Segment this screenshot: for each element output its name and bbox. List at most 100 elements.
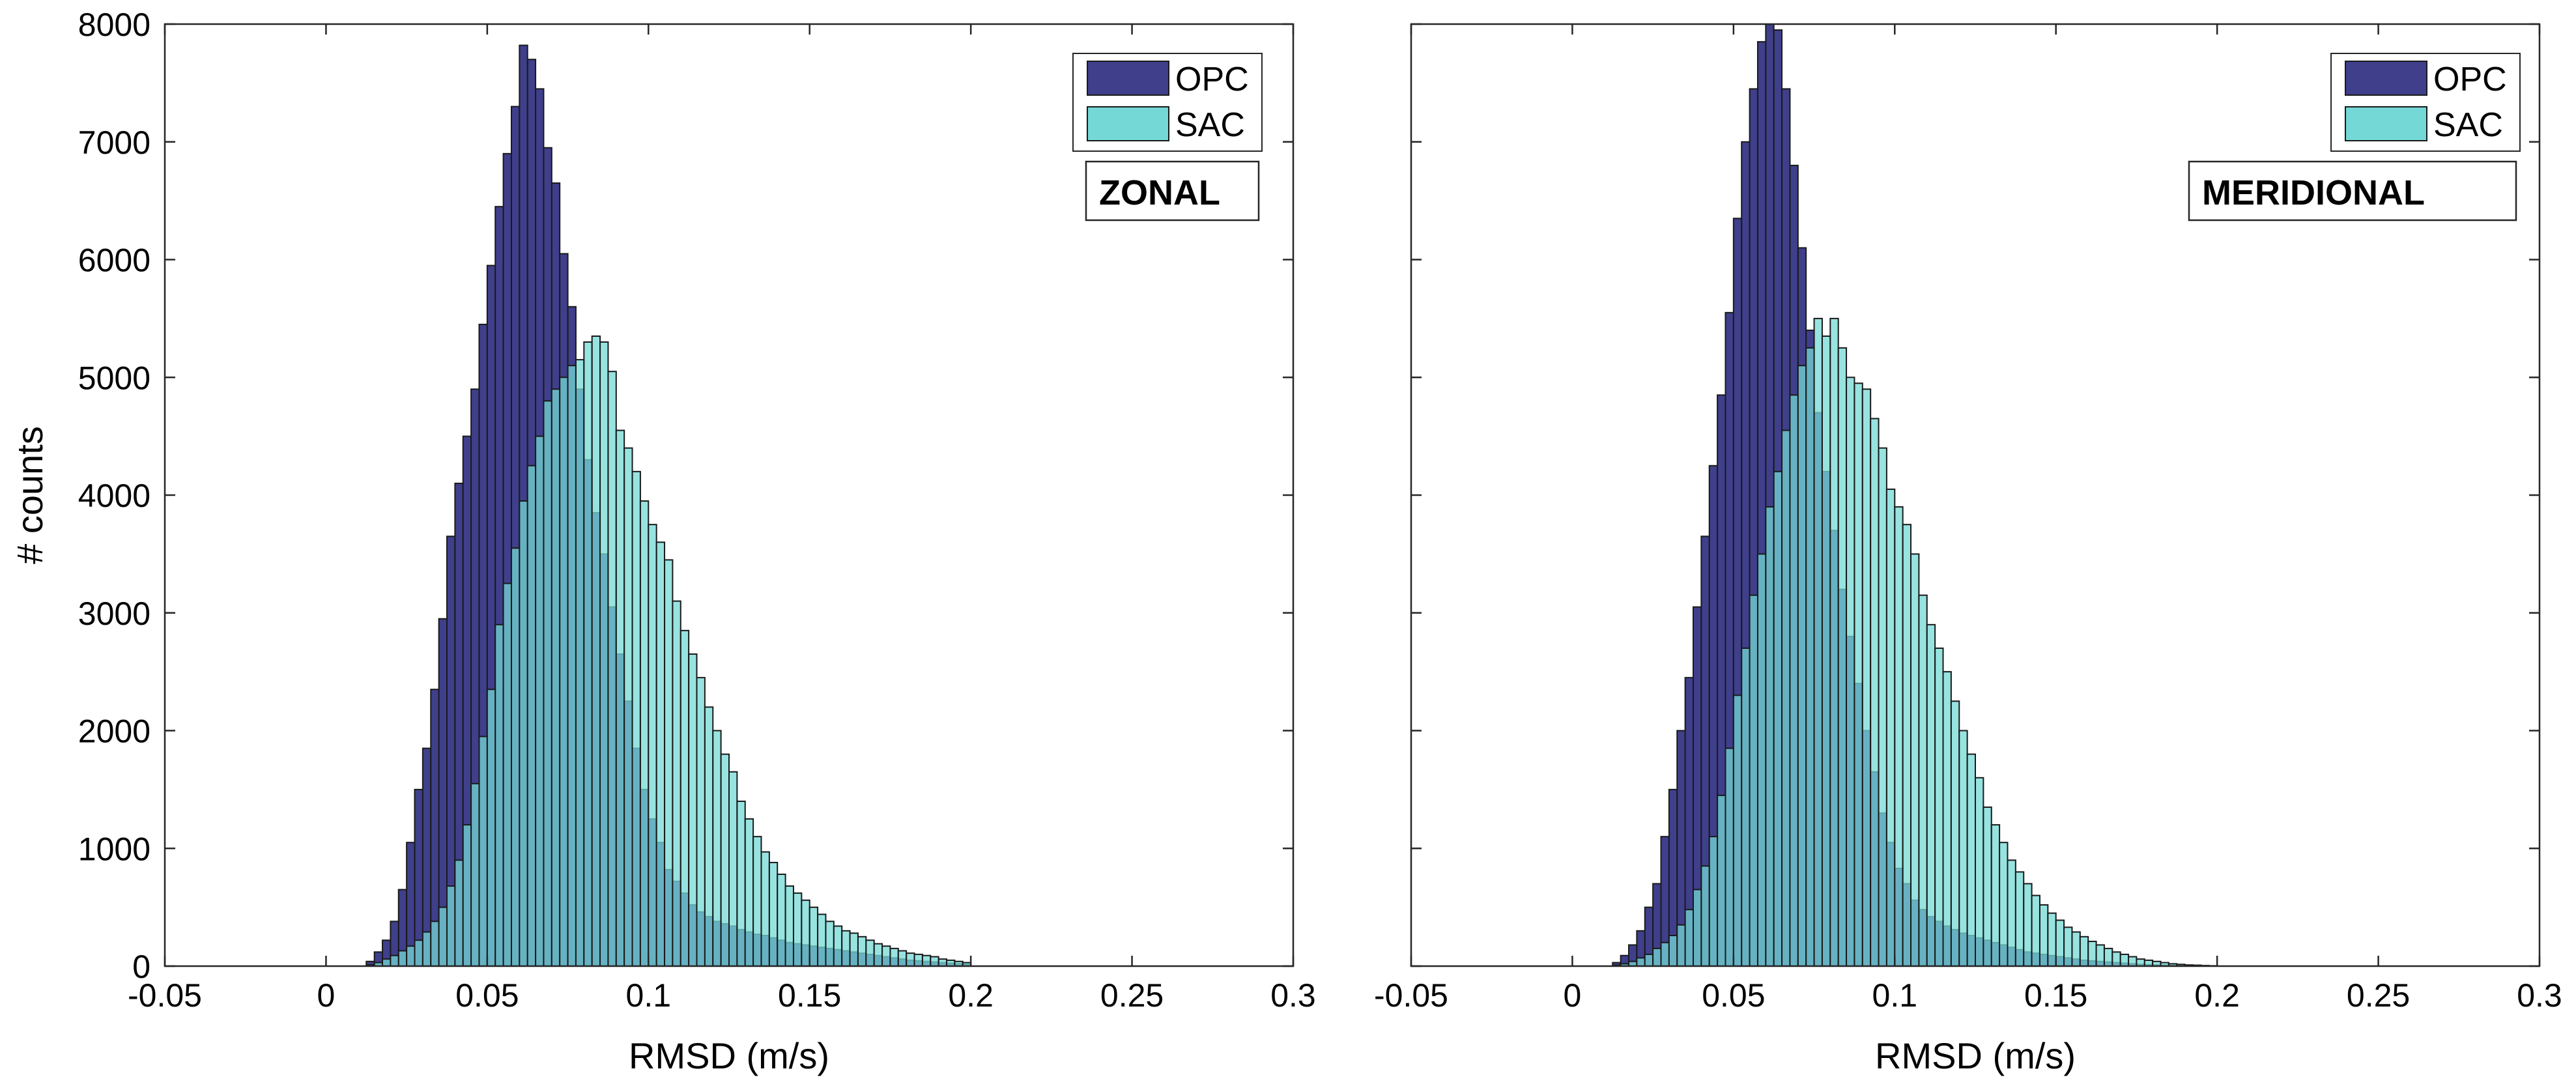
chart-panel-1 [164,23,1295,967]
bar-sac [543,400,552,967]
bar-sac [567,365,577,967]
y-tick-label: 2000 [78,713,150,750]
bar-sac [648,524,657,967]
bar-sac [744,818,754,967]
bar-sac [841,930,851,967]
bar-sac [551,388,561,967]
bar-sac [2095,944,2105,967]
x-tick-label: 0.05 [1702,977,1765,1014]
bar-sac [591,335,601,967]
x-tick-label: 0.25 [1100,977,1164,1014]
bar-sac [1982,806,1992,967]
bar-sac [833,925,843,967]
series-sac [1612,317,2218,967]
bar-sac [777,874,786,967]
bar-sac [704,706,714,967]
series-sac [365,335,972,967]
bar-sac [1894,506,1904,967]
legend-swatch-sac [2345,106,2427,141]
bar-sac [906,952,915,967]
annotation-box [1085,160,1260,221]
bar-sac [1829,317,1839,967]
bar-sac [2143,959,2154,967]
x-tick-label: 0.3 [1270,977,1316,1014]
chart-panel-2 [1410,23,2541,967]
bar-sac [2007,859,2016,967]
bar-sac [1910,553,1920,967]
bar-sac [1950,700,1960,967]
bar-sac [599,341,609,967]
bar-sac [631,470,641,967]
bar-sac [752,836,762,967]
legend-swatch-opc [1087,61,1169,96]
legend-label-opc: OPC [2433,61,2507,98]
legend-label-opc: OPC [1175,61,1249,98]
x-tick-label: 0.2 [2194,977,2240,1014]
bar-sac [1999,842,2009,967]
bar-sac [1668,935,1678,967]
bar-sac [2031,894,2040,967]
bar-sac [1990,824,2001,967]
bar-sac [2128,956,2138,967]
bar-sac [1918,594,1928,967]
bar-sac [1966,753,1976,967]
bar-sac [2055,919,2065,967]
bar-sac [390,954,399,967]
bar-sac [881,945,891,967]
x-tick-label: 0.15 [778,977,841,1014]
bar-sac [486,689,496,967]
bar-sac [2087,941,2097,967]
annotation-box [2188,160,2517,221]
bar-sac [1700,865,1710,967]
bar-sac [809,906,819,967]
bar-sac [696,677,706,967]
bar-sac [494,623,504,967]
bar-sac [519,500,528,967]
bar-sac [1878,447,1887,967]
y-tick-label: 1000 [78,831,150,867]
bar-sac [688,653,698,967]
bar-sac [382,958,392,967]
bar-sac [1652,947,1662,967]
bar-sac [1708,836,1719,967]
legend-label-sac: SAC [2433,106,2503,144]
bar-sac [502,582,512,967]
bar-sac [1926,623,1936,967]
bar-sac [2111,951,2121,967]
x-tick-label: 0.1 [626,977,672,1014]
x-tick-label: 0.2 [948,977,994,1014]
bar-sac [1765,506,1775,967]
bar-sac [1861,388,1872,967]
bar-sac [937,958,948,967]
bar-sac [1660,941,1670,967]
bar-sac [575,359,585,967]
bar-sac [446,885,456,967]
x-tick-label: 0.25 [2347,977,2410,1014]
bar-sac [930,956,939,967]
bar-sac [1837,347,1848,967]
bar-sac [422,931,432,967]
bar-sac [535,435,545,967]
bar-sac [414,939,423,967]
x-tick-label: 0.05 [455,977,519,1014]
bar-sac [2103,947,2113,967]
bar-sac [1693,889,1702,967]
bar-sac [1789,394,1799,967]
bar-sac [1805,347,1815,967]
bar-sac [397,950,408,967]
x-axis-label: RMSD (m/s) [629,1035,829,1076]
bar-sac [1684,909,1694,967]
y-tick-label: 8000 [78,7,150,43]
legend-swatch-opc [2345,61,2427,96]
bar-sac [2136,958,2145,967]
bar-sac [406,945,416,967]
bar-sac [720,753,730,967]
bar-sac [623,447,633,967]
bar-sac [792,892,803,967]
bar-sac [1717,794,1726,967]
y-tick-label: 7000 [78,124,150,161]
x-axis-label: RMSD (m/s) [1875,1035,2076,1076]
bar-sac [784,885,794,967]
bar-sac [728,771,738,967]
